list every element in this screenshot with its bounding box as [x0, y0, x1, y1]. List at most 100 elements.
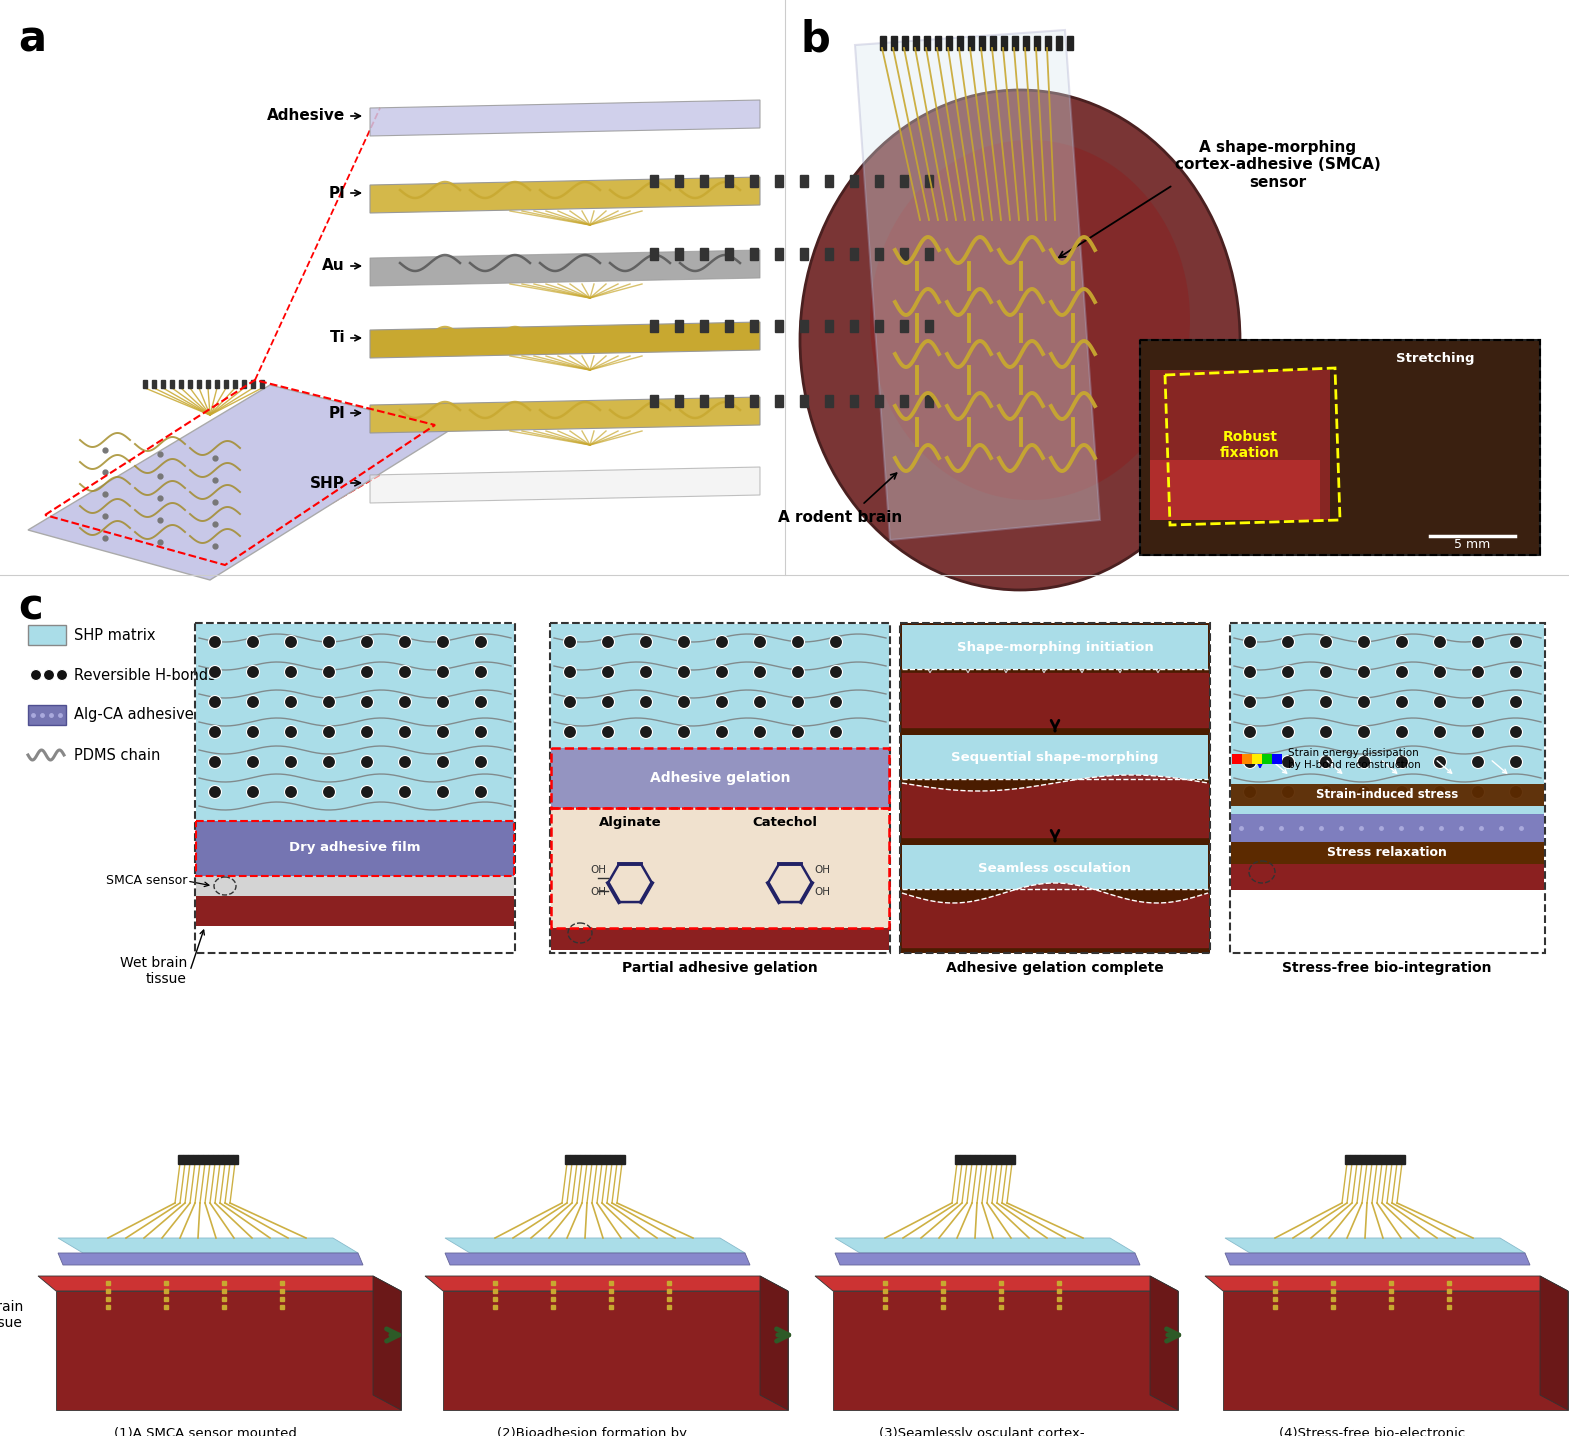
- Ellipse shape: [830, 725, 843, 738]
- Bar: [981, 1155, 985, 1165]
- Bar: [675, 395, 683, 406]
- Ellipse shape: [1320, 636, 1332, 649]
- Ellipse shape: [715, 665, 728, 678]
- Ellipse shape: [1320, 665, 1332, 678]
- Bar: [901, 248, 908, 260]
- Text: Stress relaxation: Stress relaxation: [1327, 846, 1447, 860]
- Ellipse shape: [323, 695, 336, 708]
- Ellipse shape: [474, 665, 488, 678]
- Bar: [1272, 754, 1282, 764]
- Bar: [850, 175, 858, 187]
- Bar: [177, 1155, 184, 1165]
- Bar: [1381, 1155, 1385, 1165]
- Bar: [169, 381, 174, 388]
- Bar: [1261, 754, 1272, 764]
- Text: PDMS chain: PDMS chain: [74, 748, 160, 763]
- Bar: [213, 1155, 218, 1165]
- Bar: [1252, 754, 1261, 764]
- Bar: [606, 1155, 610, 1165]
- Ellipse shape: [1434, 755, 1447, 768]
- Ellipse shape: [601, 695, 615, 708]
- Ellipse shape: [436, 725, 449, 738]
- Ellipse shape: [436, 665, 449, 678]
- Ellipse shape: [640, 636, 653, 649]
- Bar: [876, 248, 883, 260]
- Text: Reversible H-bonds: Reversible H-bonds: [74, 668, 217, 682]
- Text: OH: OH: [814, 887, 830, 898]
- Bar: [902, 625, 1208, 669]
- Bar: [1232, 784, 1544, 806]
- Bar: [650, 248, 657, 260]
- Bar: [775, 248, 783, 260]
- Ellipse shape: [753, 636, 767, 649]
- Polygon shape: [370, 322, 759, 358]
- Text: b: b: [800, 19, 830, 60]
- Bar: [585, 1155, 590, 1165]
- Ellipse shape: [601, 636, 615, 649]
- Bar: [675, 248, 683, 260]
- Ellipse shape: [1357, 785, 1370, 798]
- Polygon shape: [855, 30, 1100, 540]
- Ellipse shape: [1320, 725, 1332, 738]
- Bar: [800, 320, 808, 332]
- Ellipse shape: [1357, 755, 1370, 768]
- Bar: [218, 1155, 223, 1165]
- Bar: [1374, 1155, 1381, 1165]
- Bar: [725, 248, 733, 260]
- Bar: [162, 381, 165, 388]
- Ellipse shape: [56, 669, 67, 681]
- Bar: [725, 175, 733, 187]
- Ellipse shape: [830, 695, 843, 708]
- Ellipse shape: [474, 785, 488, 798]
- Ellipse shape: [209, 725, 221, 738]
- Text: Ti: Ti: [329, 330, 345, 346]
- Bar: [202, 1155, 209, 1165]
- Ellipse shape: [284, 665, 298, 678]
- Polygon shape: [1222, 1291, 1567, 1410]
- Ellipse shape: [1395, 785, 1409, 798]
- Bar: [565, 1155, 570, 1165]
- Ellipse shape: [399, 785, 411, 798]
- Bar: [551, 748, 890, 808]
- Polygon shape: [1225, 1238, 1525, 1254]
- Ellipse shape: [399, 636, 411, 649]
- Text: SMCA sensor: SMCA sensor: [105, 875, 187, 887]
- Polygon shape: [814, 1277, 1178, 1291]
- Bar: [551, 625, 890, 750]
- Ellipse shape: [474, 695, 488, 708]
- Bar: [800, 248, 808, 260]
- Ellipse shape: [1434, 785, 1447, 798]
- Polygon shape: [442, 1291, 788, 1410]
- Text: Dry adhesive film: Dry adhesive film: [289, 841, 420, 854]
- Ellipse shape: [323, 755, 336, 768]
- Bar: [574, 1155, 581, 1165]
- Bar: [957, 36, 963, 50]
- Ellipse shape: [1472, 636, 1484, 649]
- Ellipse shape: [563, 665, 576, 678]
- Ellipse shape: [791, 725, 805, 738]
- Polygon shape: [446, 1254, 750, 1265]
- Bar: [1390, 1155, 1395, 1165]
- Ellipse shape: [361, 785, 373, 798]
- Text: Adhesive gelation: Adhesive gelation: [650, 771, 791, 785]
- Text: OH: OH: [590, 864, 606, 875]
- Bar: [999, 1155, 1006, 1165]
- Ellipse shape: [436, 755, 449, 768]
- Text: (3)Seamlessly osculant cortex-
adhesive interface formation: (3)Seamlessly osculant cortex- adhesive …: [879, 1427, 1084, 1436]
- Text: a: a: [17, 19, 46, 60]
- Ellipse shape: [1472, 785, 1484, 798]
- Bar: [935, 36, 941, 50]
- Bar: [1045, 36, 1051, 50]
- Ellipse shape: [678, 725, 690, 738]
- Ellipse shape: [474, 636, 488, 649]
- Ellipse shape: [1244, 725, 1257, 738]
- Ellipse shape: [246, 665, 259, 678]
- Ellipse shape: [1282, 636, 1294, 649]
- Bar: [1001, 36, 1007, 50]
- Bar: [260, 381, 264, 388]
- Bar: [209, 1155, 213, 1165]
- Bar: [750, 395, 758, 406]
- Bar: [775, 175, 783, 187]
- Ellipse shape: [284, 636, 298, 649]
- Ellipse shape: [1509, 785, 1522, 798]
